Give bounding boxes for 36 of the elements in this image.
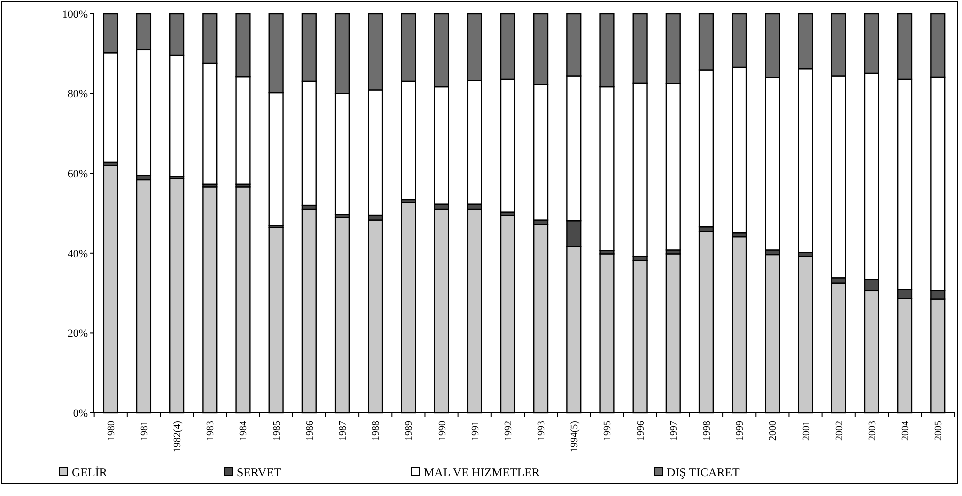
legend-label: DIŞ TICARET — [667, 466, 740, 480]
x-tick-label: 1993 — [536, 421, 548, 441]
legend-label: SERVET — [237, 466, 282, 480]
legend-label: GELİR — [72, 466, 108, 480]
y-tick-label: 0% — [73, 408, 88, 420]
x-tick-label: 2004 — [900, 421, 912, 441]
x-tick-label: 1990 — [437, 421, 448, 441]
x-tick-label: 1986 — [304, 421, 316, 441]
x-tick-label: 2000 — [768, 421, 780, 441]
y-tick-label: 80% — [68, 88, 88, 101]
x-tick-label: 2001 — [801, 421, 812, 441]
x-tick-label: 1983 — [206, 421, 217, 441]
x-tick-label: 2003 — [867, 421, 878, 441]
x-tick-label: 2005 — [934, 421, 945, 441]
x-tick-label: 2002 — [834, 421, 846, 441]
x-tick-label: 1987 — [338, 421, 350, 441]
legend-label: MAL VE HIZMETLER — [424, 466, 540, 480]
x-tick-label: 1984 — [238, 421, 250, 441]
x-tick-label: 1998 — [702, 421, 713, 441]
x-tick-label: 1995 — [602, 421, 614, 441]
x-tick-label: 1992 — [503, 421, 514, 441]
x-tick-label: 1982(4) — [172, 421, 184, 453]
y-tick-label: 20% — [68, 328, 88, 340]
x-tick-label: 1981 — [139, 421, 150, 441]
x-tick-label: 1999 — [735, 421, 746, 441]
x-tick-label: 1989 — [404, 421, 416, 441]
x-tick-label: 1991 — [470, 421, 482, 441]
x-tick-label: 1997 — [668, 421, 680, 441]
x-tick-label: 1996 — [636, 421, 647, 441]
x-tick-label: 1985 — [272, 421, 283, 441]
x-tick-label: 1988 — [371, 421, 382, 441]
y-tick-label: 60% — [68, 168, 88, 180]
y-tick-label: 40% — [68, 248, 88, 260]
y-tick-label: 100% — [62, 8, 88, 21]
x-tick-label: 1994(5) — [570, 421, 581, 453]
x-tick-label: 1980 — [106, 421, 118, 441]
